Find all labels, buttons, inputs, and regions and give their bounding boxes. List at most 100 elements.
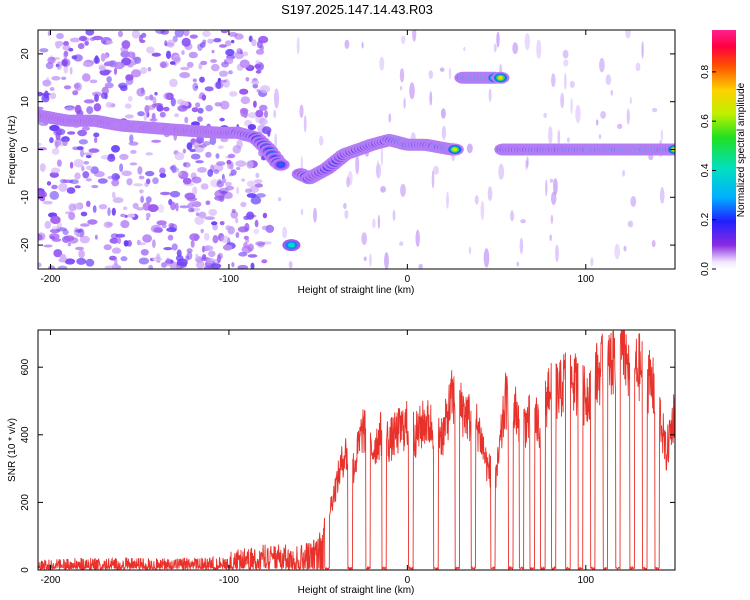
noise-streak (595, 119, 599, 126)
noise-blob (189, 34, 198, 39)
noise-blob (49, 92, 57, 100)
noise-blob (247, 254, 258, 258)
noise-streak (519, 237, 524, 254)
noise-blob (220, 30, 229, 34)
noise-blob (80, 211, 88, 217)
noise-streak (463, 46, 466, 52)
noise-blob (146, 178, 151, 185)
noise-blob (147, 67, 152, 72)
noise-blob (82, 61, 93, 67)
noise-blob (63, 235, 75, 242)
noise-blob (251, 39, 257, 47)
noise-blob (69, 179, 79, 185)
spectrogram-y-label: Frequency (Hz) (7, 116, 18, 185)
spectrogram-y-ticks: -20 -10 0 10 20 (20, 48, 675, 252)
noise-blob (163, 92, 172, 100)
noise-blob (225, 185, 235, 191)
noise-blob (58, 182, 68, 192)
noise-blob (94, 136, 98, 144)
noise-blob (212, 235, 219, 244)
noise-blob (46, 76, 50, 84)
noise-blob (104, 265, 116, 269)
noise-blob (64, 258, 76, 265)
noise-blob (129, 162, 138, 166)
noise-streak (520, 219, 526, 224)
noise-blob (139, 39, 146, 43)
noise-streak (429, 91, 433, 106)
noise-blob (191, 176, 202, 184)
noise-blob (204, 86, 214, 92)
noise-blob (125, 74, 134, 81)
noise-streak (570, 97, 573, 114)
y-tick-label: 20 (20, 48, 31, 60)
colorbar-tick-label: 0.6 (700, 114, 711, 128)
noise-streak (488, 88, 492, 103)
noise-blob (219, 70, 228, 77)
noise-streak (543, 112, 548, 118)
noise-blob (76, 257, 87, 265)
noise-blob (195, 253, 199, 260)
noise-blob (190, 239, 195, 248)
noise-streak (487, 186, 493, 202)
noise-streak (622, 169, 626, 177)
noise-blob (243, 235, 249, 240)
y-tick-label: 0 (20, 146, 31, 152)
noise-blob (82, 171, 90, 179)
noise-streak (401, 35, 406, 45)
noise-blob (49, 190, 60, 200)
noise-blob (115, 233, 126, 238)
noise-blob (170, 201, 177, 211)
noise-blob (159, 111, 166, 118)
noise-blob (217, 145, 224, 149)
noise-blob (183, 162, 191, 168)
noise-blob (94, 234, 98, 240)
noise-blob (105, 101, 113, 108)
noise-blob (202, 30, 211, 37)
noise-blob (59, 138, 67, 142)
noise-blob (189, 200, 195, 205)
noise-blob (254, 183, 263, 188)
noise-blob (51, 76, 61, 81)
noise-streak (548, 126, 553, 145)
noise-blob (149, 118, 158, 122)
noise-blob (83, 161, 90, 165)
noise-streak (288, 261, 293, 269)
noise-blob (222, 244, 233, 251)
noise-streak (379, 56, 385, 71)
noise-streak (428, 70, 433, 79)
noise-blob (247, 112, 258, 119)
noise-streak (380, 186, 386, 193)
spectrogram-x-label: Height of straight line (km) (298, 285, 415, 296)
noise-blob (243, 242, 248, 249)
noise-streak (498, 163, 505, 180)
noise-streak (659, 187, 665, 204)
noise-blob (146, 46, 155, 54)
noise-blob (132, 202, 139, 209)
noise-blob (69, 37, 81, 43)
noise-blob (242, 51, 249, 57)
noise-blob (85, 178, 92, 182)
noise-blob (102, 53, 109, 59)
noise-streak (388, 113, 392, 123)
noise-streak (361, 41, 364, 49)
noise-streak (648, 154, 654, 161)
noise-blob (103, 62, 111, 67)
noise-blob (174, 113, 180, 118)
noise-blob (67, 131, 76, 135)
noise-blob (211, 49, 215, 54)
noise-streak (412, 30, 417, 42)
noise-blob (165, 50, 172, 59)
noise-blob (50, 215, 61, 225)
noise-blob (188, 207, 194, 213)
noise-blob (161, 262, 167, 268)
noise-streak (590, 257, 594, 267)
noise-blob (81, 165, 85, 172)
noise-streak (319, 135, 324, 146)
noise-streak (598, 133, 602, 140)
noise-streak (550, 214, 554, 224)
noise-blob (255, 49, 265, 55)
noise-blob (264, 110, 268, 118)
noise-streak (630, 196, 637, 207)
noise-blob (121, 57, 132, 66)
